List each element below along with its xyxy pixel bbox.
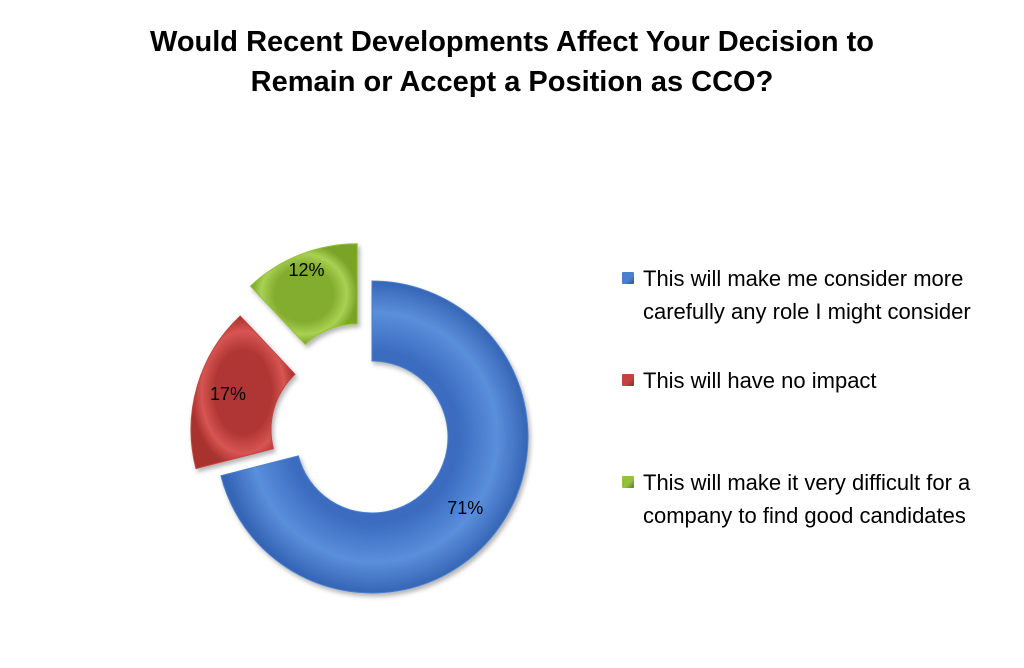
chart-title: Would Recent Developments Affect Your De… [0, 22, 1024, 102]
data-label-difficult-to-find: 12% [288, 260, 324, 280]
data-labels-group: 71% 17% 12% [210, 260, 483, 518]
legend-swatch [622, 374, 634, 386]
slices-group [190, 243, 529, 594]
slice-no-impact [190, 315, 296, 470]
legend-label: This will make me consider more carefull… [643, 266, 971, 324]
slice-difficult-to-find [249, 243, 358, 346]
legend-label: This will make it very difficult for a c… [643, 470, 971, 528]
chart-title-line-2: Remain or Accept a Position as CCO? [250, 66, 774, 98]
data-label-consider-carefully: 71% [447, 498, 483, 518]
legend-swatch [622, 272, 634, 284]
chart-title-line-1: Would Recent Developments Affect Your De… [149, 26, 875, 58]
slice-consider-carefully [220, 280, 529, 594]
legend-label: This will have no impact [643, 368, 877, 393]
legend-swatch [622, 476, 634, 488]
data-label-no-impact: 17% [210, 384, 246, 404]
